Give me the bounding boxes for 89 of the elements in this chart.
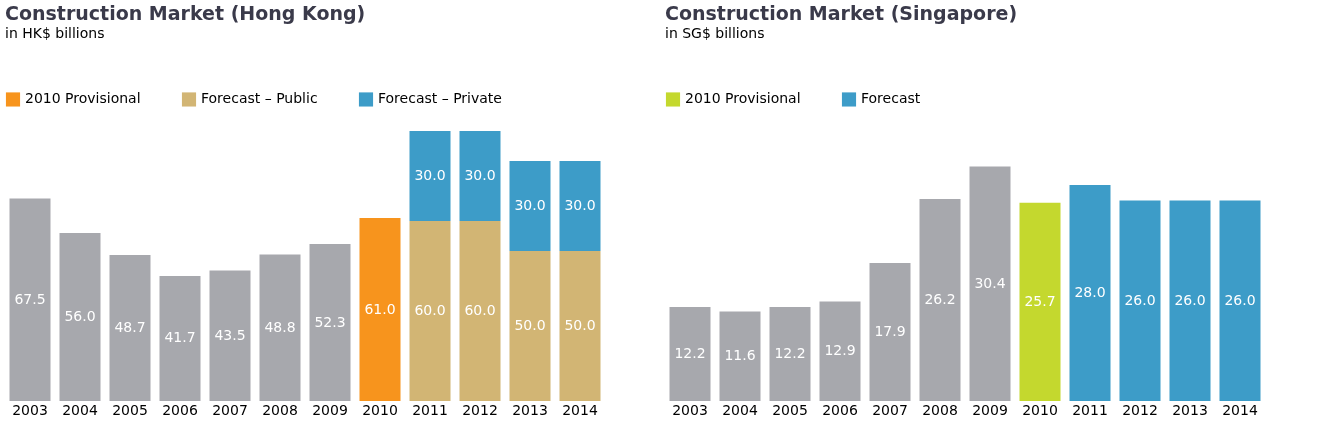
x-tick-label: 2006 xyxy=(162,401,198,418)
data-label: 56.0 xyxy=(64,308,96,324)
bar xyxy=(559,161,601,251)
legend-label: 2010 Provisional xyxy=(25,90,141,107)
x-tick-label: 2009 xyxy=(972,401,1008,418)
data-label: 11.6 xyxy=(724,347,756,364)
bar xyxy=(1219,200,1261,401)
legend-label: Forecast – Private xyxy=(378,90,502,107)
bar xyxy=(159,275,201,401)
legend-label: Forecast xyxy=(861,90,921,107)
data-label: 30.0 xyxy=(464,167,496,183)
data-label: 12.9 xyxy=(824,342,856,359)
bar xyxy=(1069,185,1111,401)
data-label: 28.0 xyxy=(1074,284,1106,300)
bar xyxy=(459,131,501,221)
data-label: 41.7 xyxy=(164,329,196,346)
x-tick-label: 2012 xyxy=(1122,401,1158,418)
x-tick-label: 2011 xyxy=(412,401,448,418)
data-label: 12.2 xyxy=(674,344,706,361)
chart-subtitle: in HK$ billions xyxy=(5,25,105,41)
data-label: 50.0 xyxy=(564,317,596,333)
bar xyxy=(409,131,451,221)
bar xyxy=(1019,202,1061,401)
data-label: 26.0 xyxy=(1174,291,1206,308)
chart-title: Construction Market (Hong Kong) xyxy=(5,2,366,24)
x-tick-label: 2011 xyxy=(1072,401,1108,418)
bar xyxy=(209,270,251,401)
x-tick-label: 2013 xyxy=(512,401,548,418)
x-tick-label: 2014 xyxy=(562,401,598,418)
bar xyxy=(669,306,711,401)
bar xyxy=(1119,200,1161,401)
data-label: 48.7 xyxy=(114,318,146,335)
data-label: 60.0 xyxy=(464,302,496,318)
x-tick-label: 2013 xyxy=(1172,401,1208,418)
data-label: 67.5 xyxy=(14,290,46,307)
bar xyxy=(869,262,911,401)
x-tick-label: 2007 xyxy=(872,401,908,418)
x-tick-label: 2010 xyxy=(1022,401,1058,418)
x-tick-label: 2014 xyxy=(1222,401,1258,418)
bar xyxy=(509,161,551,251)
bar xyxy=(59,233,101,401)
bar xyxy=(409,221,451,401)
x-tick-label: 2012 xyxy=(462,401,498,418)
data-label: 26.0 xyxy=(1224,291,1256,308)
bar xyxy=(109,254,151,401)
bar xyxy=(359,218,401,401)
x-tick-label: 2007 xyxy=(212,401,248,418)
data-label: 30.0 xyxy=(414,167,446,183)
x-tick-label: 2004 xyxy=(62,401,98,418)
data-label: 12.2 xyxy=(774,344,806,361)
bar xyxy=(719,311,761,401)
x-tick-label: 2005 xyxy=(112,401,148,418)
data-label: 61.0 xyxy=(364,300,396,317)
x-tick-label: 2008 xyxy=(262,401,298,418)
x-tick-label: 2005 xyxy=(772,401,808,418)
data-label: 26.2 xyxy=(924,290,956,307)
x-tick-label: 2006 xyxy=(822,401,858,418)
x-tick-label: 2009 xyxy=(312,401,348,418)
data-label: 30.0 xyxy=(514,197,546,213)
x-tick-label: 2004 xyxy=(722,401,758,418)
data-label: 50.0 xyxy=(514,317,546,333)
legend-label: 2010 Provisional xyxy=(685,90,801,107)
data-label: 30.4 xyxy=(974,274,1006,291)
bar xyxy=(459,221,501,401)
bar xyxy=(819,301,861,401)
x-tick-label: 2003 xyxy=(12,401,48,418)
data-label: 17.9 xyxy=(874,322,906,339)
x-tick-label: 2010 xyxy=(362,401,398,418)
x-tick-label: 2003 xyxy=(672,401,708,418)
bar xyxy=(769,306,811,401)
bar xyxy=(259,254,301,401)
bar xyxy=(559,251,601,401)
data-label: 48.8 xyxy=(264,318,296,335)
data-label: 26.0 xyxy=(1124,291,1156,308)
data-label: 60.0 xyxy=(414,302,446,318)
data-label: 30.0 xyxy=(564,197,596,213)
legend-label: Forecast – Public xyxy=(201,90,318,107)
chart-subtitle: in SG$ billions xyxy=(665,25,765,41)
bar xyxy=(509,251,551,401)
chart-title: Construction Market (Singapore) xyxy=(665,2,1018,24)
bar xyxy=(919,198,961,401)
data-label: 52.3 xyxy=(314,313,346,330)
x-tick-label: 2008 xyxy=(922,401,958,418)
bar xyxy=(309,244,351,401)
bar xyxy=(1169,200,1211,401)
bar xyxy=(969,166,1011,401)
bar xyxy=(9,198,51,401)
data-label: 25.7 xyxy=(1024,292,1056,309)
data-label: 43.5 xyxy=(214,326,246,343)
